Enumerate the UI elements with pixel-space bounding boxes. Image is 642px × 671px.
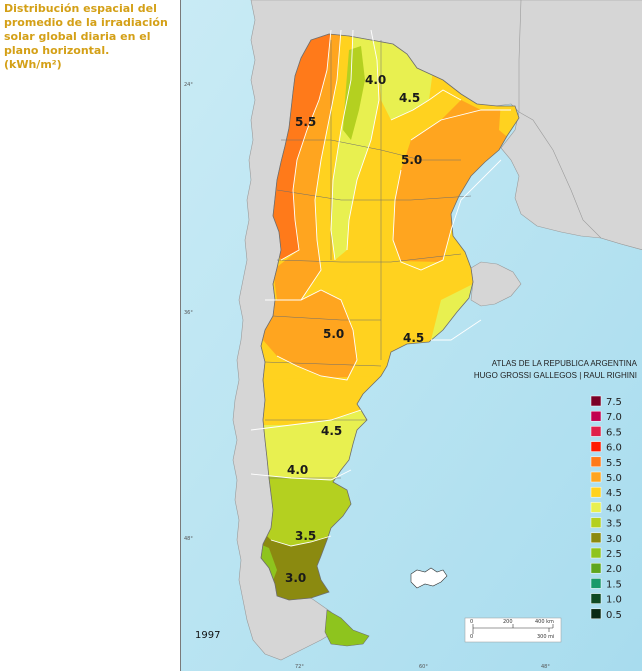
legend-label: 0.5 — [606, 610, 622, 621]
legend-label: 2.5 — [606, 549, 622, 560]
longitude-label: 48° — [541, 664, 550, 670]
legend-swatch — [590, 532, 602, 544]
falkland-islands — [410, 567, 448, 589]
longitude-label: 72° — [295, 664, 304, 670]
legend-swatch — [590, 395, 602, 407]
isoline-label: 3.5 — [295, 529, 316, 543]
longitude-label: 60° — [419, 664, 428, 670]
latitude-label: 36° — [184, 310, 193, 316]
scale-label: 0 — [470, 634, 473, 640]
neighbor-land — [518, 0, 642, 251]
legend-swatch — [590, 471, 602, 483]
argentina-outline — [260, 33, 520, 601]
isoline-label: 5.0 — [323, 327, 344, 341]
legend-label: 6.0 — [606, 443, 622, 454]
isoline-label: 3.0 — [285, 571, 306, 585]
isoline-label: 5.5 — [295, 115, 316, 129]
scale-label: 0 — [470, 619, 473, 625]
atlas-authors: HUGO GROSSI GALLEGOS | RAUL RIGHINI — [474, 371, 637, 380]
scale-label: 300 mi — [537, 634, 554, 640]
scale-label: 400 km — [535, 619, 554, 625]
map-title: Distribución espacial del promedio de la… — [4, 2, 176, 72]
latitude-label: 24° — [184, 82, 193, 88]
map-frame: 24° 36° 48° 72° 60° 48° 4.0 4.5 5.5 5.0 … — [180, 0, 642, 671]
legend-label: 7.5 — [606, 397, 622, 408]
legend-label: 7.0 — [606, 412, 622, 423]
legend-swatch — [590, 547, 602, 559]
legend-swatch — [590, 502, 602, 513]
isoline-label: 4.5 — [321, 424, 342, 438]
legend-label: 3.0 — [606, 534, 622, 545]
map-title-line: promedio de la irradiación — [4, 16, 168, 29]
legend: 7.5 7.0 6.5 6.0 5.5 5.0 4.5 4.0 3.5 3.0 2.5 2.0 1.5 1… — [590, 395, 622, 621]
province-borders — [264, 40, 472, 479]
map-year: 1997 — [195, 630, 220, 641]
legend-swatch — [590, 441, 602, 452]
legend-swatch — [590, 517, 602, 528]
legend-label: 1.5 — [606, 579, 622, 590]
legend-swatch — [590, 593, 602, 604]
legend-swatch — [590, 456, 602, 468]
latitude-label: 48° — [184, 536, 193, 542]
legend-label: 1.0 — [606, 595, 622, 606]
legend-label: 4.0 — [606, 503, 622, 514]
map-title-line: (kWh/m²) — [4, 58, 62, 71]
legend-label: 4.5 — [606, 488, 622, 499]
map-title-line: Distribución espacial del — [4, 2, 157, 15]
legend-label: 2.0 — [606, 564, 622, 575]
isoline-label: 4.5 — [399, 91, 420, 105]
isoline-label: 5.0 — [401, 153, 422, 167]
solar-irradiation-map: 24° 36° 48° 72° 60° 48° 4.0 4.5 5.5 5.0 … — [181, 0, 642, 671]
isoline-label: 4.0 — [365, 73, 386, 87]
legend-label: 6.5 — [606, 427, 622, 438]
atlas-title: ATLAS DE LA REPUBLICA ARGENTINA — [492, 359, 638, 368]
isolines — [250, 29, 511, 547]
neighbor-land — [470, 261, 522, 307]
legend-label: 3.5 — [606, 519, 622, 530]
map-title-line: solar global diaria en el — [4, 30, 151, 43]
isoline-label: 4.0 — [287, 463, 308, 477]
scale-label: 200 — [503, 619, 513, 625]
legend-swatch — [590, 426, 602, 437]
legend-label: 5.5 — [606, 458, 622, 469]
legend-swatch — [590, 486, 602, 498]
legend-swatch — [590, 562, 602, 574]
tierra-del-fuego — [324, 609, 370, 647]
legend-swatch — [590, 578, 602, 589]
isoline-label: 4.5 — [403, 331, 424, 345]
legend-label: 5.0 — [606, 473, 622, 484]
legend-swatch — [590, 608, 602, 620]
scale-bar: 0 200 400 km 0 300 mi — [464, 617, 562, 643]
legend-swatch — [590, 410, 602, 422]
map-title-line: plano horizontal. — [4, 44, 110, 57]
